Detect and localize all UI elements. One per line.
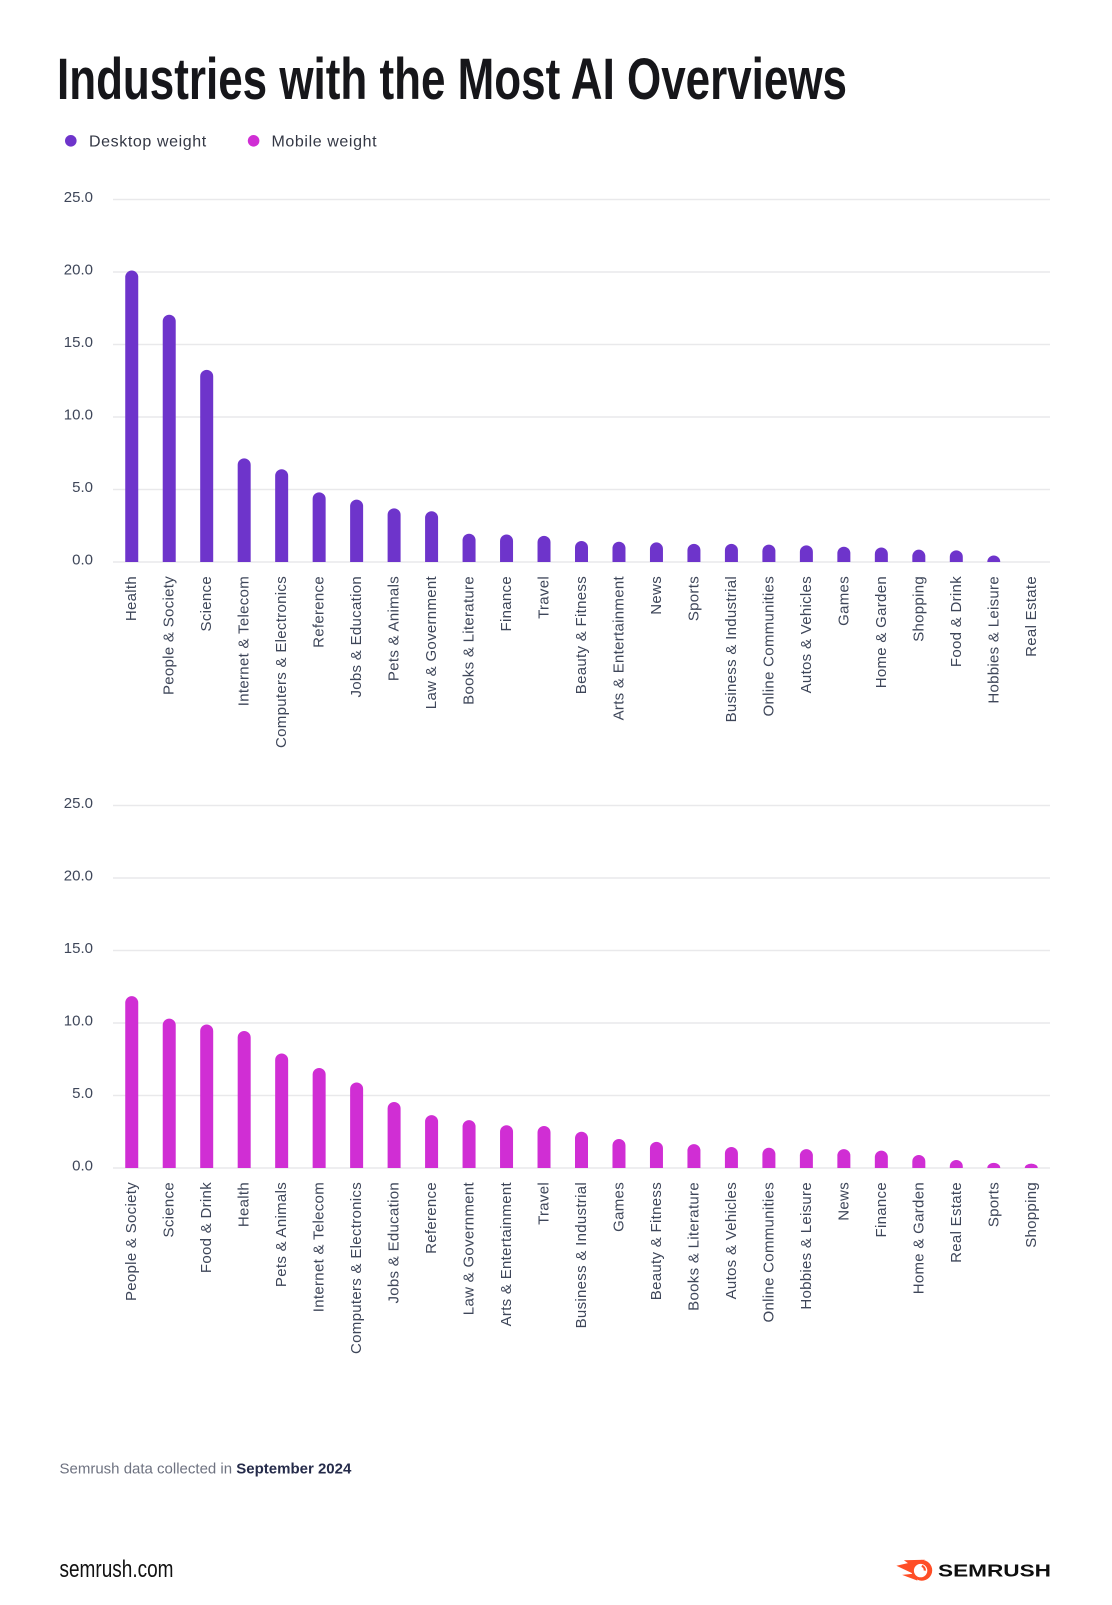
svg-text:Law & Government: Law & Government: [423, 575, 440, 709]
svg-text:Reference: Reference: [423, 1182, 440, 1254]
svg-text:Beauty & Fitness: Beauty & Fitness: [573, 576, 590, 694]
svg-text:Internet & Telecom: Internet & Telecom: [311, 1182, 328, 1312]
svg-text:Real Estate: Real Estate: [948, 1182, 965, 1263]
svg-text:Business & Industrial: Business & Industrial: [723, 576, 740, 722]
svg-text:Arts & Entertainment: Arts & Entertainment: [610, 575, 627, 720]
svg-text:Games: Games: [835, 576, 852, 626]
svg-text:Pets & Animals: Pets & Animals: [273, 1182, 290, 1287]
svg-text:People & Society: People & Society: [161, 576, 178, 695]
svg-text:20.0: 20.0: [64, 867, 93, 884]
svg-text:25.0: 25.0: [64, 795, 93, 812]
svg-text:20.0: 20.0: [64, 261, 93, 278]
svg-text:Reference: Reference: [311, 576, 328, 648]
svg-text:5.0: 5.0: [72, 479, 93, 496]
svg-text:Autos & Vehicles: Autos & Vehicles: [723, 1182, 740, 1299]
svg-text:Shopping: Shopping: [1023, 1182, 1040, 1248]
svg-text:SEMRUSH: SEMRUSH: [938, 1562, 1051, 1581]
svg-text:People & Society: People & Society: [123, 1182, 140, 1301]
svg-text:0.0: 0.0: [72, 551, 93, 568]
svg-text:Industries with the Most AI Ov: Industries with the Most AI Overviews: [57, 47, 847, 112]
svg-text:15.0: 15.0: [64, 334, 93, 351]
svg-text:Books & Literature: Books & Literature: [685, 1182, 702, 1311]
svg-text:Jobs & Education: Jobs & Education: [386, 1182, 403, 1304]
svg-text:Autos & Vehicles: Autos & Vehicles: [798, 576, 815, 693]
svg-text:Computers & Electronics: Computers & Electronics: [348, 1182, 365, 1354]
svg-text:Business & Industrial: Business & Industrial: [573, 1182, 590, 1328]
svg-text:10.0: 10.0: [64, 406, 93, 423]
svg-text:Science: Science: [198, 576, 215, 631]
svg-text:5.0: 5.0: [72, 1085, 93, 1102]
svg-text:Health: Health: [236, 1182, 253, 1227]
svg-text:0.0: 0.0: [72, 1157, 93, 1174]
svg-text:Semrush data collected in Sept: Semrush data collected in September 2024: [60, 1461, 352, 1478]
svg-text:Food & Drink: Food & Drink: [948, 576, 965, 667]
svg-text:Home & Garden: Home & Garden: [873, 576, 890, 688]
svg-text:Online Communities: Online Communities: [760, 576, 777, 716]
svg-text:Law & Government: Law & Government: [461, 1181, 478, 1315]
svg-text:Travel: Travel: [536, 576, 553, 619]
svg-text:Food & Drink: Food & Drink: [198, 1182, 215, 1273]
svg-text:Science: Science: [161, 1182, 178, 1237]
svg-text:Computers & Electronics: Computers & Electronics: [273, 576, 290, 748]
svg-text:Beauty & Fitness: Beauty & Fitness: [648, 1182, 665, 1300]
svg-text:Hobbies & Leisure: Hobbies & Leisure: [985, 576, 1002, 704]
svg-text:Sports: Sports: [985, 1182, 1002, 1227]
svg-text:News: News: [835, 1182, 852, 1221]
svg-text:25.0: 25.0: [64, 189, 93, 206]
svg-text:10.0: 10.0: [64, 1012, 93, 1029]
svg-text:Online Communities: Online Communities: [760, 1182, 777, 1322]
svg-text:Finance: Finance: [873, 1182, 890, 1237]
svg-text:15.0: 15.0: [64, 940, 93, 957]
svg-text:Health: Health: [123, 576, 140, 621]
svg-text:Games: Games: [610, 1182, 627, 1232]
svg-text:Finance: Finance: [498, 576, 515, 631]
svg-text:Shopping: Shopping: [910, 576, 927, 642]
svg-text:Arts & Entertainment: Arts & Entertainment: [498, 1181, 515, 1326]
svg-text:Home & Garden: Home & Garden: [910, 1182, 927, 1294]
svg-text:Internet & Telecom: Internet & Telecom: [236, 576, 253, 706]
svg-text:Pets & Animals: Pets & Animals: [386, 576, 403, 681]
svg-text:Mobile weight: Mobile weight: [272, 134, 378, 151]
svg-text:Hobbies & Leisure: Hobbies & Leisure: [798, 1182, 815, 1310]
svg-text:semrush.com: semrush.com: [60, 1555, 174, 1583]
svg-text:Jobs & Education: Jobs & Education: [348, 576, 365, 698]
svg-text:Travel: Travel: [536, 1182, 553, 1225]
svg-text:Real Estate: Real Estate: [1023, 576, 1040, 657]
svg-text:Sports: Sports: [685, 576, 702, 621]
svg-text:Desktop weight: Desktop weight: [89, 134, 207, 151]
svg-text:News: News: [648, 576, 665, 615]
svg-text:Books & Literature: Books & Literature: [461, 576, 478, 705]
